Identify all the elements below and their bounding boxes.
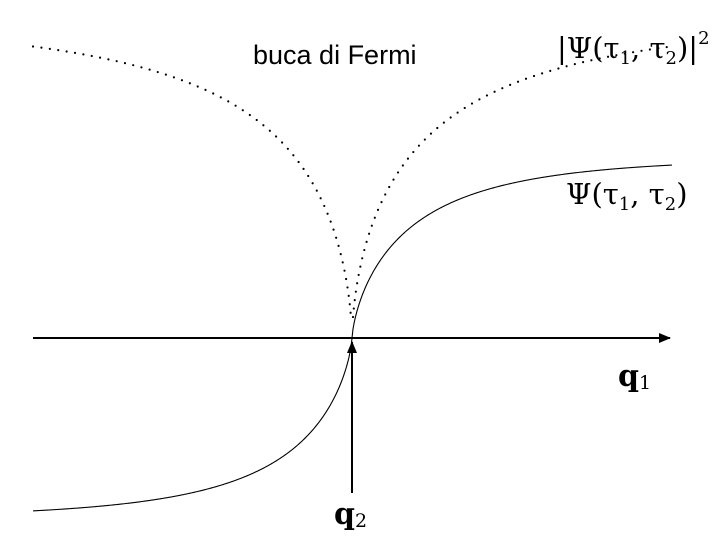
wavefunction-curve — [32, 164, 673, 512]
density-label: |Ψ(τ1, τ2)|2 — [557, 28, 710, 69]
density-curve-right — [351, 45, 674, 319]
q1-axis-label: q1 — [618, 359, 651, 394]
density-curve-left — [31, 45, 353, 319]
q2-axis-label: q2 — [334, 497, 367, 532]
wavefunction-label: Ψ(τ1, τ2) — [566, 177, 688, 215]
fermi-hole-label: buca di Fermi — [253, 40, 417, 70]
